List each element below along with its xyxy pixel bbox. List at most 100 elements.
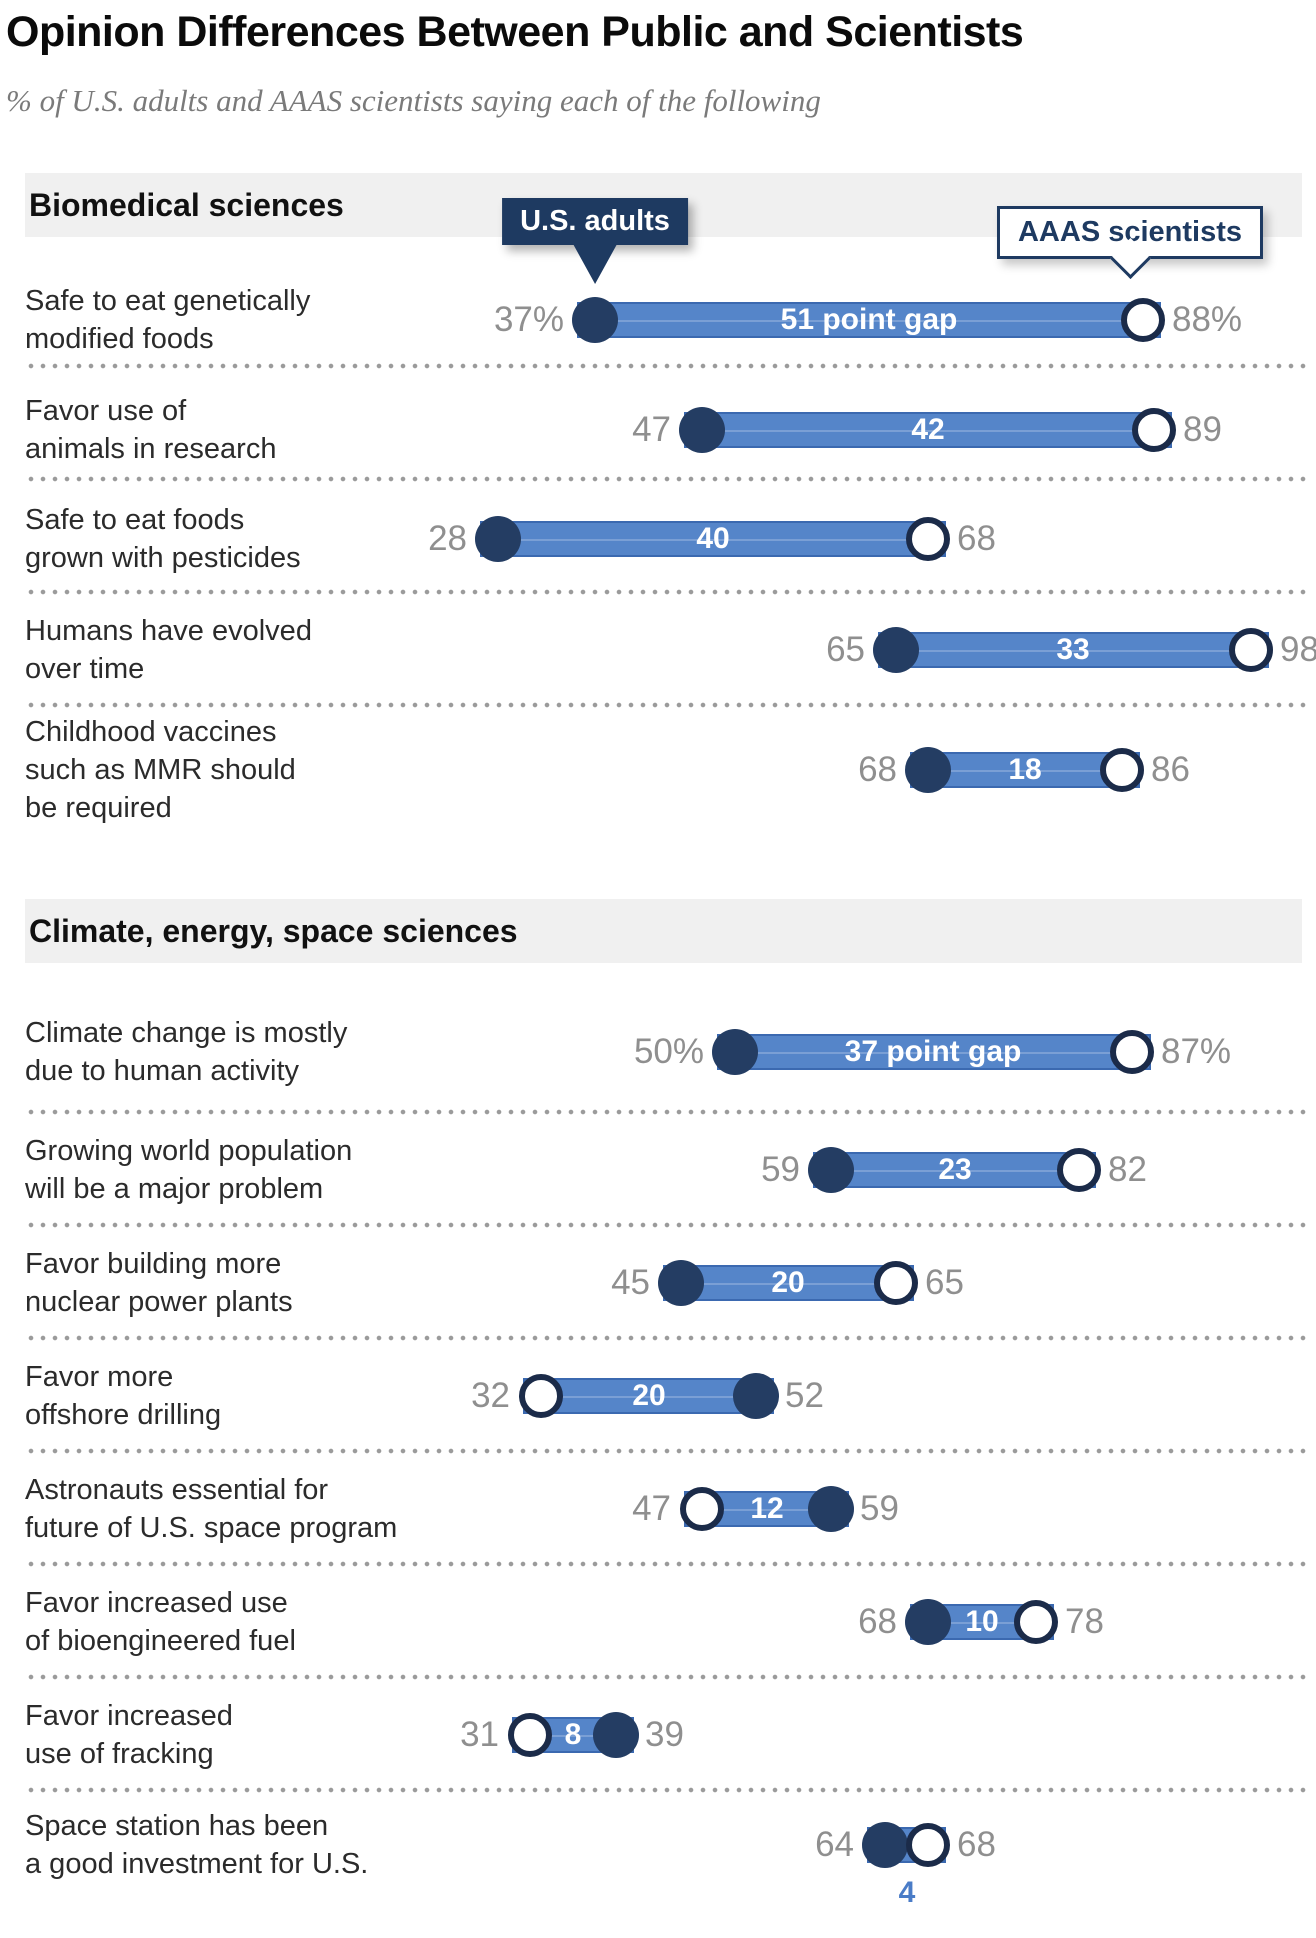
- adults-dot: [905, 747, 951, 794]
- row-label: Favor more offshore drilling: [25, 1360, 222, 1431]
- row-label: Astronauts essential for future of U.S. s…: [25, 1473, 398, 1544]
- chart-row: Astronauts essential for future of U.S. s…: [0, 1452, 1316, 1568]
- adults-dot: [712, 1029, 758, 1076]
- adults-dot: [733, 1372, 779, 1419]
- gap-label: 8: [564, 1717, 582, 1751]
- scientists-value: 68: [957, 1825, 996, 1865]
- scientists-dot: [874, 1260, 918, 1305]
- dumbbell: 65 98 33: [0, 626, 1316, 673]
- scientists-dot: [1110, 1030, 1154, 1075]
- scientists-value: 31: [460, 1714, 499, 1754]
- dumbbell: 28 68 40: [0, 515, 1316, 562]
- row-separator: [25, 363, 1310, 370]
- row-label: Childhood vaccines such as MMR should be r…: [25, 716, 296, 825]
- chart-section: Biomedical sciences U.S. adults AAAS scien…: [0, 173, 1316, 886]
- row-separator: [25, 1109, 1310, 1116]
- row-label: Favor building more nuclear power plants: [25, 1247, 293, 1318]
- adults-value: 65: [826, 629, 865, 669]
- scientists-dot: [508, 1712, 552, 1757]
- gap-label: 20: [632, 1378, 666, 1412]
- dumbbell: 32 52 20: [0, 1372, 1316, 1419]
- adults-value: 52: [785, 1375, 824, 1415]
- row-label: Favor increased use of fracking: [25, 1699, 233, 1770]
- adults-value: 37%: [493, 300, 564, 340]
- chart-row: Favor increased use of bioengineered fuel…: [0, 1565, 1316, 1681]
- row-label: Favor increased use of bioengineered fuel: [25, 1586, 296, 1657]
- row-label: Favor use of animals in research: [25, 394, 277, 465]
- adults-value: 64: [815, 1825, 854, 1865]
- gap-label: 12: [750, 1491, 784, 1525]
- gap-label: 51 point gap: [780, 303, 958, 337]
- adults-value: 47: [632, 409, 671, 449]
- row-label: Growing world population will be a major …: [25, 1134, 353, 1205]
- row-label: Humans have evolved over time: [25, 614, 312, 685]
- row-label: Safe to eat genetically modified foods: [25, 285, 311, 356]
- adults-legend-callout: U.S. adults: [502, 198, 688, 285]
- dumbbell: 47 59 12: [0, 1485, 1316, 1532]
- chart-section: Climate, energy, space sciences Climate c…: [0, 899, 1316, 1911]
- row-label: Climate change is mostly due to human act…: [25, 1017, 348, 1088]
- adults-dot: [862, 1822, 908, 1869]
- row-label: Safe to eat foods grown with pesticides: [25, 503, 301, 574]
- gap-label: 37 point gap: [844, 1035, 1022, 1069]
- scientists-dot: [680, 1486, 724, 1531]
- scientists-value: 86: [1151, 750, 1190, 790]
- adults-dot: [873, 626, 919, 673]
- dumbbell: 45 65 20: [0, 1259, 1316, 1306]
- adults-value: 59: [761, 1149, 800, 1189]
- adults-dot: [808, 1146, 854, 1193]
- page-title: Opinion Differences Between Public and S…: [6, 8, 1024, 56]
- adults-value: 28: [428, 518, 467, 558]
- adults-value: 50%: [633, 1032, 704, 1072]
- gap-label: 40: [696, 521, 730, 555]
- section-header: Climate, energy, space sciences: [25, 899, 1302, 964]
- row-separator: [25, 1674, 1310, 1681]
- dumbbell: 37% 88% 51 point gap: [0, 297, 1316, 344]
- section-header-label: Biomedical sciences: [29, 186, 344, 223]
- row-separator: [25, 1787, 1310, 1794]
- scientists-value: 47: [632, 1488, 671, 1528]
- scientists-value: 78: [1065, 1601, 1104, 1641]
- dumbbell: 31 39 8: [0, 1711, 1316, 1758]
- chart-row: Favor building more nuclear power plants 4…: [0, 1226, 1316, 1342]
- adults-dot: [808, 1485, 854, 1532]
- scientists-value: 32: [471, 1375, 510, 1415]
- dumbbell: 47 89 42: [0, 406, 1316, 453]
- row-separator: [25, 1335, 1310, 1342]
- gap-label: 10: [965, 1604, 999, 1638]
- chart-row: Safe to eat foods grown with pesticides 28…: [0, 480, 1316, 596]
- adults-value: 59: [860, 1488, 899, 1528]
- row-separator: [25, 702, 1310, 709]
- dumbbell: 50% 87% 37 point gap: [0, 1029, 1316, 1076]
- scientists-value: 88%: [1172, 300, 1243, 340]
- adults-value: 68: [858, 1601, 897, 1641]
- adults-dot: [679, 406, 725, 453]
- scientists-dot: [906, 1823, 950, 1868]
- dumbbell: 59 82 23: [0, 1146, 1316, 1193]
- row-separator: [25, 476, 1310, 483]
- dumbbell: 68 78 10: [0, 1598, 1316, 1645]
- gap-label: 42: [911, 412, 945, 446]
- section-header-label: Climate, energy, space sciences: [29, 912, 518, 949]
- row-label: Space station has been a good investment …: [25, 1810, 369, 1881]
- chart-row: Safe to eat genetically modified foods 37%…: [0, 237, 1316, 370]
- scientists-value: 68: [957, 518, 996, 558]
- gap-label: 20: [771, 1265, 805, 1299]
- scientists-dot: [1057, 1147, 1101, 1192]
- scientists-value: 82: [1108, 1149, 1147, 1189]
- scientists-dot: [1014, 1599, 1058, 1644]
- gap-label: 18: [1008, 753, 1042, 787]
- gap-label: 23: [938, 1152, 972, 1186]
- chart-row: Favor increased use of fracking 31 39 8: [0, 1678, 1316, 1794]
- scientists-dot: [906, 516, 950, 561]
- adults-dot: [593, 1711, 639, 1758]
- scientists-dot: [1121, 298, 1165, 343]
- gap-bar: [663, 1264, 914, 1301]
- dumbbell: 64 68 4: [0, 1822, 1316, 1909]
- chart-row: Climate change is mostly due to human act…: [0, 963, 1316, 1116]
- scientists-value: 65: [925, 1262, 964, 1302]
- gap-bar: [878, 631, 1269, 668]
- adults-value: 45: [611, 1262, 650, 1302]
- scientists-dot: [1132, 407, 1176, 452]
